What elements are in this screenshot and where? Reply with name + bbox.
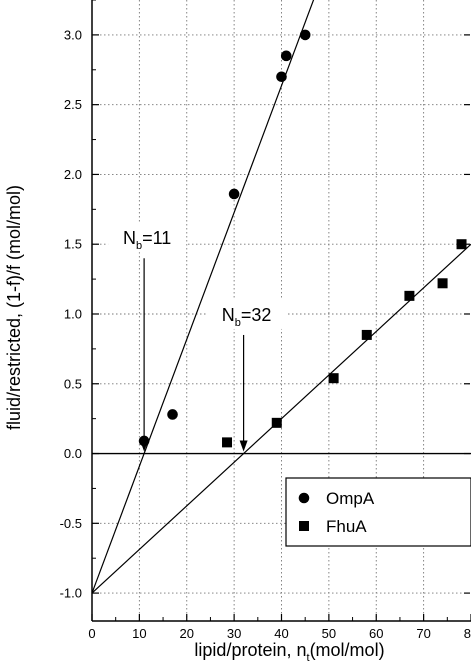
y-tick-label: 1.5 <box>64 237 82 252</box>
annotation-label-main: N <box>123 228 136 248</box>
annotation-label-rest: =11 <box>142 228 171 248</box>
y-tick-label: 0.5 <box>64 376 82 391</box>
x-tick-label: 60 <box>369 626 383 641</box>
annotation-bg <box>108 222 187 253</box>
point-ompa <box>280 50 292 62</box>
annotation-label-rest: =32 <box>241 305 272 325</box>
axes: 0 10 20 30 40 50 60 70 80 -1.0 -0.5 0.0 0.5 1.0 1.5 2.0… <box>60 0 471 641</box>
point-fhua <box>271 417 282 428</box>
y-tick-label: 0.0 <box>64 446 82 461</box>
legend: OmpA FhuA <box>285 477 471 547</box>
x-axis-title-main: lipid/protein, n <box>194 640 306 660</box>
y-tick-label: 2.0 <box>64 167 82 182</box>
annotation-arrow-head <box>140 440 149 452</box>
y-tick-label: 3.0 <box>64 27 82 42</box>
y-axis-title: fluid/restricted, (1-f)/f (mol/mol) <box>4 185 24 430</box>
legend-marker-fhua <box>299 521 309 531</box>
point-fhua <box>437 278 448 289</box>
fit-line-ompa <box>92 0 315 594</box>
annotation-label-main: N <box>222 305 235 325</box>
data-points <box>138 29 467 448</box>
y-tick-label: 2.5 <box>64 97 82 112</box>
legend-label-ompa: OmpA <box>326 489 375 508</box>
point-fhua <box>456 239 467 250</box>
annotation-label-subscript: b <box>136 240 142 252</box>
point-ompa <box>276 71 287 83</box>
point-fhua <box>328 373 339 384</box>
x-tick-label: 0 <box>88 626 95 641</box>
point-fhua <box>404 290 415 301</box>
x-axis-title-unit: (mol/mol) <box>310 640 385 660</box>
x-tick-label: 10 <box>132 626 146 641</box>
x-tick-label: 50 <box>322 626 336 641</box>
annotation-label-2: Nb=32 <box>222 305 272 329</box>
x-tick-label: 30 <box>227 626 241 641</box>
legend-label-fhua: FhuA <box>326 517 367 536</box>
annotation-label-1: Nb=11 <box>123 228 171 252</box>
point-ompa <box>167 409 178 420</box>
annotation-arrow-head <box>239 440 248 452</box>
point-fhua <box>361 329 372 340</box>
annotation-bg <box>207 298 286 329</box>
point-ompa <box>299 29 311 41</box>
y-tick-label: -1.0 <box>60 586 82 601</box>
annotation-label-subscript: b <box>235 317 241 329</box>
legend-marker-ompa <box>298 492 310 504</box>
x-tick-label: 20 <box>180 626 194 641</box>
x-tick-label: 40 <box>274 626 288 641</box>
x-axis-title-subscript: t <box>307 652 310 664</box>
point-ompa <box>228 188 240 200</box>
x-axis-title: lipid/protein, nt(mol/mol) <box>194 640 384 664</box>
point-fhua <box>222 437 233 448</box>
x-tick-label: 80 <box>464 626 471 641</box>
legend-box <box>285 477 471 547</box>
y-tick-label: 1.0 <box>64 306 82 321</box>
x-tick-label: 70 <box>416 626 430 641</box>
y-tick-label: -0.5 <box>60 516 82 531</box>
